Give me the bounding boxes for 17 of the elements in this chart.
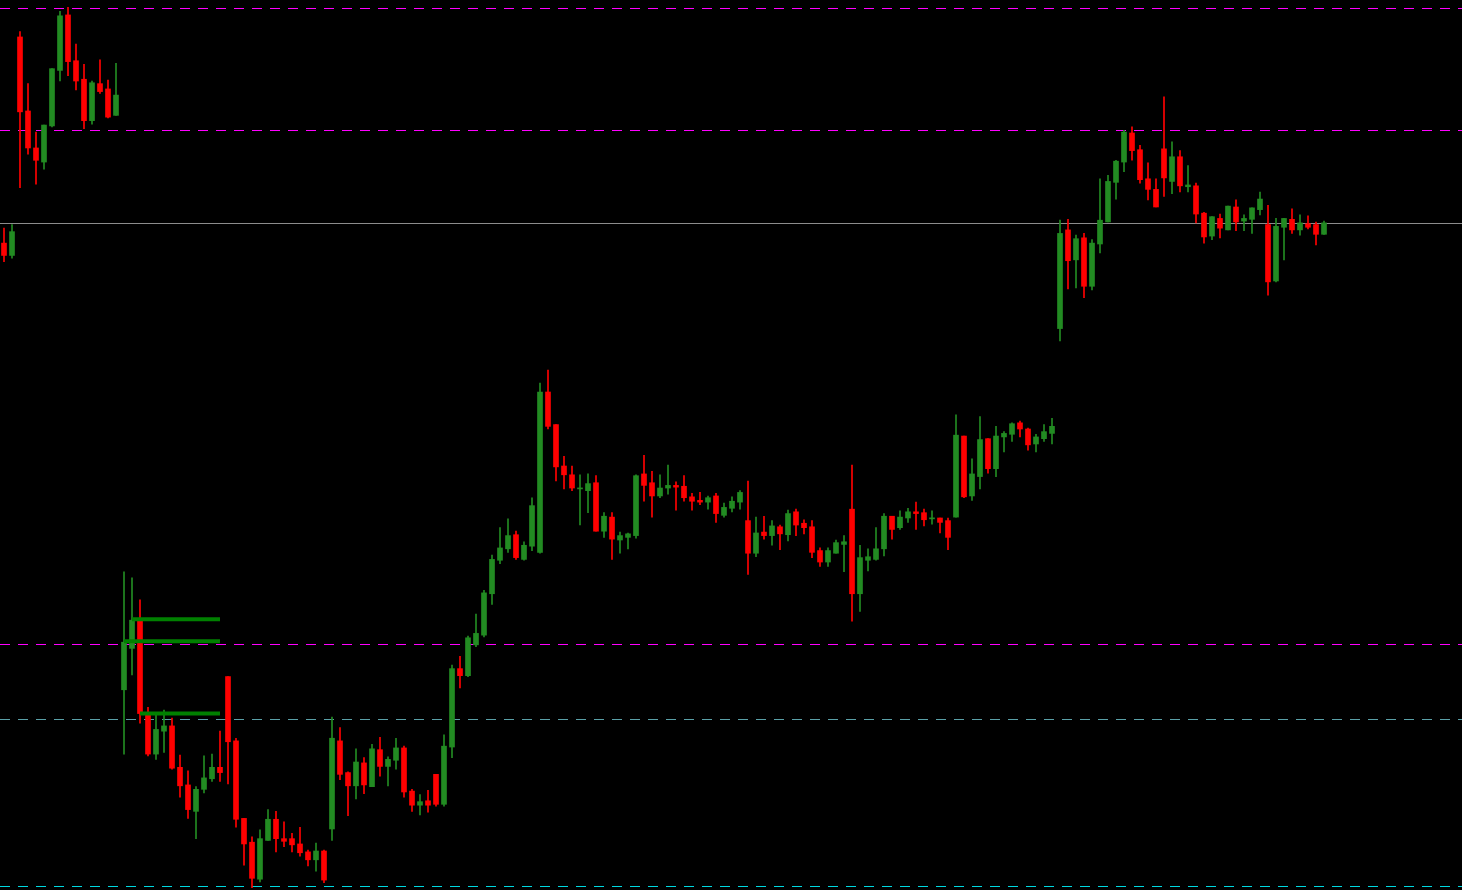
candlestick	[417, 794, 423, 816]
candlestick	[385, 756, 391, 787]
candlestick	[1281, 218, 1287, 261]
candlestick	[281, 821, 287, 847]
candlestick	[665, 464, 671, 495]
candlestick	[1241, 214, 1247, 232]
candlestick	[585, 473, 591, 514]
candlestick	[1001, 431, 1007, 453]
candlestick	[641, 455, 647, 502]
candlestick	[761, 515, 767, 540]
candlestick	[161, 709, 167, 753]
candlestick	[217, 730, 223, 782]
candlestick	[617, 531, 623, 554]
candlestick	[913, 501, 919, 530]
candlestick	[33, 131, 39, 185]
candlestick	[841, 535, 847, 573]
candlestick	[865, 548, 871, 572]
